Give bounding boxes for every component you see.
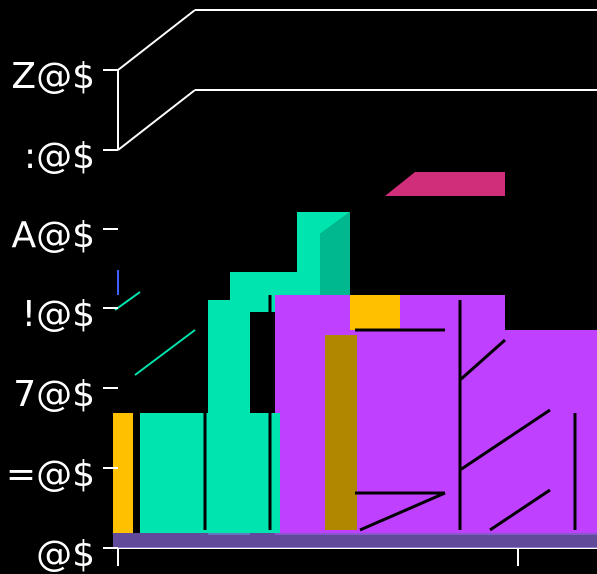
y-tick-label: A@$: [11, 215, 95, 256]
edge-line: [459, 338, 506, 382]
bars-layer: [113, 172, 597, 548]
edge-line: [459, 408, 551, 472]
y-tick-label: 7@$: [13, 374, 95, 415]
floor-strip: [113, 533, 597, 548]
bar-teal-front: [140, 413, 280, 533]
y-tick-label: @$: [36, 534, 95, 574]
bar-purple-front: [288, 413, 318, 533]
bar-gold-top: [350, 295, 400, 330]
depth-line: [134, 329, 196, 376]
y-ticks: [103, 69, 519, 566]
bar-purple-lower-right: [400, 413, 597, 533]
bar-teal-tall: [297, 212, 320, 302]
y-tick-label: !@$: [22, 294, 95, 335]
y-tick-label: :@$: [24, 136, 95, 177]
bar-gold-left: [113, 413, 133, 533]
edge-line: [489, 488, 551, 532]
bar-magenta: [385, 172, 505, 196]
depth-lines: [114, 291, 196, 376]
y-tick-label: =@$: [6, 454, 95, 495]
bar-teal-tall-side: [320, 212, 350, 320]
y-tick-label: Z@$: [11, 56, 95, 97]
depth-line: [114, 291, 141, 311]
edge-line: [359, 491, 446, 532]
depth-edge-upper: [117, 89, 196, 151]
bar-olive: [325, 335, 357, 530]
edge-lines: [203, 295, 577, 532]
y-tick-labels: @$ =@$ 7@$ !@$ A@$ :@$ Z@$: [6, 56, 95, 574]
depth-edge-top: [117, 9, 196, 71]
